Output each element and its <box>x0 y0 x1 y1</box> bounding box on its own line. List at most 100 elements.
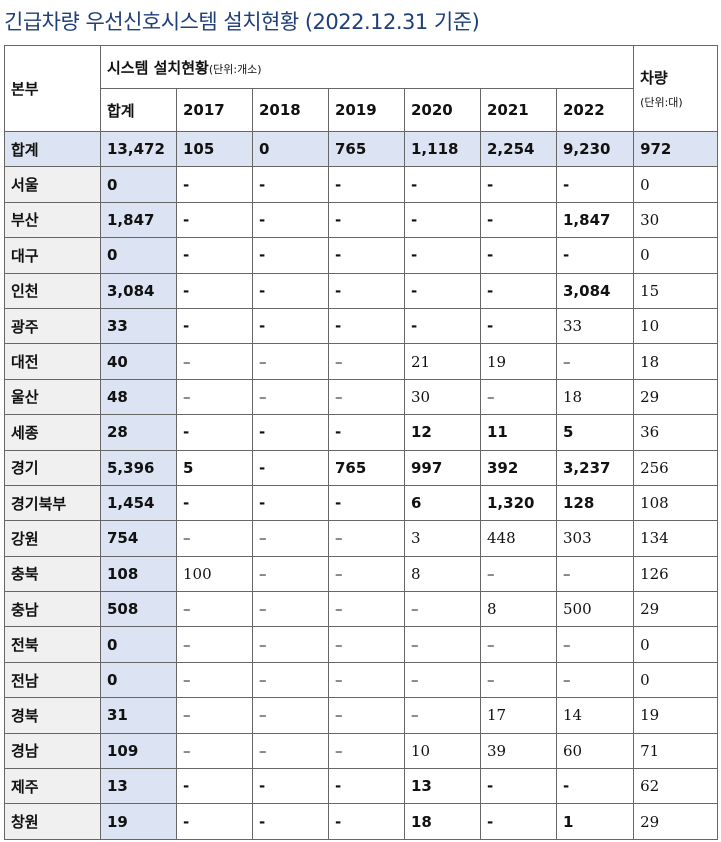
cell-2017: – <box>176 378 253 416</box>
cell-2019: – <box>328 661 405 699</box>
cell-region: 전남 <box>4 661 101 699</box>
cell-2017: – <box>176 343 253 380</box>
table-row: 전북 0– – – – – –0 <box>4 626 719 663</box>
cell-region: 울산 <box>4 378 101 416</box>
table-row: 대구 0- - - - - -0 <box>4 237 719 274</box>
cell-2018: - <box>252 166 329 203</box>
cell-vehicle: 29 <box>633 378 719 416</box>
cell-2018: – <box>252 343 329 380</box>
cell-region: 인천 <box>4 272 101 309</box>
cell-region: 경기 <box>4 449 101 486</box>
cell-2017: - <box>176 414 253 451</box>
cell-2020: 18 <box>404 803 481 840</box>
cell-2017: - <box>176 201 253 239</box>
cell-vehicle: 0 <box>633 166 719 203</box>
cell-2019: – <box>328 520 405 557</box>
cell-2021: - <box>480 166 557 203</box>
cell-2018: – <box>252 661 329 699</box>
cell-total: 3,084 <box>100 272 177 309</box>
cell-2017: - <box>176 237 253 274</box>
table-row: 경기북부 1,454- - -6 1,320 128 108 <box>4 484 719 522</box>
cell-total: 0 <box>100 626 177 663</box>
cell-vehicle: 256 <box>633 449 719 486</box>
cell-2021: - <box>480 803 557 840</box>
cell-vehicle: 0 <box>633 626 719 663</box>
cell-2020: - <box>404 237 481 274</box>
cell-region: 경남 <box>4 732 101 770</box>
cell-vehicle: 18 <box>633 343 719 380</box>
cell-region: 광주 <box>4 307 101 345</box>
cell-region: 세종 <box>4 414 101 451</box>
cell-2019: - <box>328 201 405 239</box>
cell-2019: 765 <box>328 130 405 168</box>
cell-2022: 60 <box>555 732 635 770</box>
cell-vehicle: 972 <box>633 130 719 168</box>
cell-region: 경북 <box>4 697 101 734</box>
cell-2022: 14 <box>555 697 635 734</box>
cell-2022: – <box>555 626 635 663</box>
cell-2022: 500 <box>555 591 635 628</box>
cell-2022: – <box>555 661 635 699</box>
cell-2018: – <box>252 378 329 416</box>
cell-2021: - <box>480 307 557 345</box>
cell-2021: 17 <box>480 697 557 734</box>
cell-2021: – <box>480 626 557 663</box>
header-year-2022: 2022 <box>555 88 635 132</box>
cell-2019: – <box>328 591 405 628</box>
cell-2020: – <box>404 697 481 734</box>
table-row: 서울 0- - - - - -0 <box>4 166 719 203</box>
cell-vehicle: 15 <box>633 272 719 309</box>
cell-2021: – <box>480 378 557 416</box>
header-year-2021: 2021 <box>480 88 557 132</box>
cell-region: 강원 <box>4 520 101 557</box>
cell-region: 경기북부 <box>4 484 101 522</box>
cell-total: 0 <box>100 661 177 699</box>
cell-2017: 100 <box>176 555 253 593</box>
cell-2018: - <box>252 414 329 451</box>
cell-2022: - <box>555 166 635 203</box>
cell-vehicle: 134 <box>633 520 719 557</box>
cell-2017: - <box>176 768 253 805</box>
cell-total: 48 <box>100 378 177 416</box>
table-row: 경남 109– – –10 39 60 71 <box>4 732 719 770</box>
cell-2021: – <box>480 661 557 699</box>
cell-2022: - <box>555 237 635 274</box>
cell-2021: 8 <box>480 591 557 628</box>
table-row: 전남 0– – – – – –0 <box>4 661 719 699</box>
cell-2022: 1 <box>555 803 635 840</box>
cell-2021: 448 <box>480 520 557 557</box>
cell-2020: 3 <box>404 520 481 557</box>
installation-table: 본부 시스템 설치현황(단위:개소) 차량 (단위:대) 합계 2017 2018… <box>4 45 719 840</box>
cell-2017: – <box>176 591 253 628</box>
table-row: 경기 5,396 5-765 997 392 3,237 256 <box>4 449 719 486</box>
cell-2019: - <box>328 803 405 840</box>
header-vehicle-unit: (단위:대) <box>640 96 683 109</box>
table-row: 대전 40– – –21 19–18 <box>4 343 719 380</box>
header-year-2017: 2017 <box>176 88 253 132</box>
cell-vehicle: 108 <box>633 484 719 522</box>
cell-2022: 1,847 <box>555 201 635 239</box>
cell-2022: 3,084 <box>555 272 635 309</box>
cell-2022: 128 <box>555 484 635 522</box>
cell-vehicle: 29 <box>633 591 719 628</box>
table-row: 광주 33- - - - -33 10 <box>4 307 719 345</box>
cell-2021: 39 <box>480 732 557 770</box>
cell-region: 창원 <box>4 803 101 840</box>
cell-2019: - <box>328 272 405 309</box>
cell-2017: - <box>176 272 253 309</box>
cell-2021: 19 <box>480 343 557 380</box>
table-row: 강원 754– – –3 448 303 134 <box>4 520 719 557</box>
cell-2022: 18 <box>555 378 635 416</box>
cell-2018: – <box>252 626 329 663</box>
cell-2020: 8 <box>404 555 481 593</box>
cell-2017: – <box>176 520 253 557</box>
table-row: 부산 1,847- - - - -1,847 30 <box>4 201 719 239</box>
cell-vehicle: 36 <box>633 414 719 451</box>
cell-2018: - <box>252 307 329 345</box>
cell-total: 508 <box>100 591 177 628</box>
cell-2022: 3,237 <box>555 449 635 486</box>
table-row-total: 합계 13,472 105 0 765 1,118 2,254 9,230 97… <box>4 130 719 168</box>
cell-vehicle: 71 <box>633 732 719 770</box>
cell-2019: - <box>328 768 405 805</box>
cell-2017: - <box>176 166 253 203</box>
